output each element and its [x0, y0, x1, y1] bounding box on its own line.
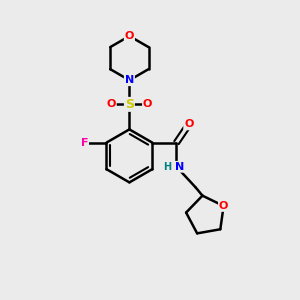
- Text: O: O: [219, 201, 228, 211]
- Text: F: F: [81, 138, 88, 148]
- Text: O: O: [143, 99, 152, 110]
- Text: O: O: [125, 31, 134, 41]
- Text: O: O: [106, 99, 116, 110]
- Text: O: O: [184, 119, 194, 129]
- Text: S: S: [125, 98, 134, 111]
- Text: N: N: [176, 162, 184, 172]
- Text: H: H: [163, 162, 171, 172]
- Text: N: N: [125, 75, 134, 85]
